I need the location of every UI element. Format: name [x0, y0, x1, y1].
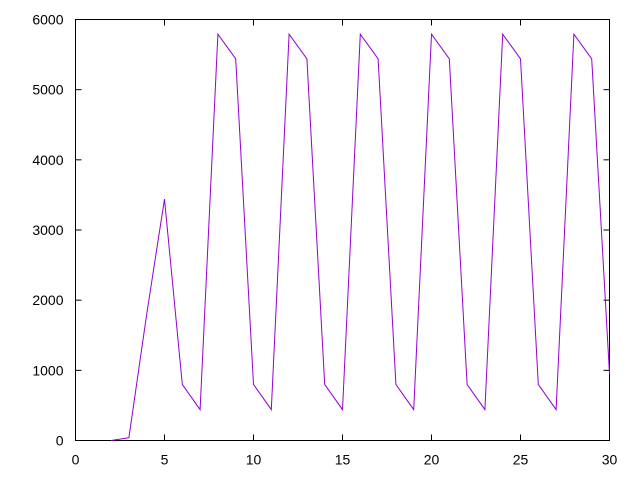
x-tick-label: 30 — [602, 452, 618, 468]
x-tick-label: 25 — [513, 452, 529, 468]
x-tick-label: 10 — [246, 452, 262, 468]
y-tick-label: 4000 — [32, 152, 63, 168]
y-tick-label: 5000 — [32, 82, 63, 98]
x-tick-label: 15 — [335, 452, 351, 468]
y-tick-label: 6000 — [32, 12, 63, 28]
y-tick-label: 1000 — [32, 362, 63, 378]
y-tick-label: 3000 — [32, 222, 63, 238]
x-tick-label: 5 — [161, 452, 169, 468]
series-line-0 — [111, 32, 610, 441]
series-layer — [111, 32, 610, 441]
y-tick-label: 2000 — [32, 292, 63, 308]
y-axis: 0 1000 2000 3000 4000 5000 6000 — [32, 12, 610, 449]
x-tick-label: 0 — [72, 452, 80, 468]
x-axis: 0 5 10 15 20 25 30 — [72, 19, 618, 468]
x-tick-label: 20 — [424, 452, 440, 468]
y-tick-label: 0 — [56, 433, 64, 449]
